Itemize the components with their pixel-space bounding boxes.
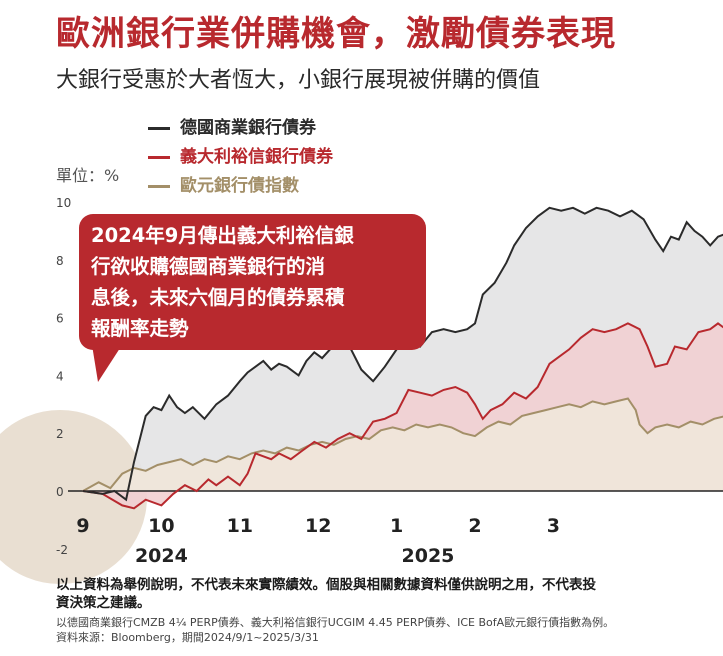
x-tick-label: 10 xyxy=(148,515,174,537)
x-tick-label: 2 xyxy=(468,515,481,537)
unit-label: 單位：% xyxy=(56,166,120,185)
callout-line: 息後，未來六個月的債券累積 xyxy=(91,286,345,309)
area-index xyxy=(83,398,723,491)
legend-swatch-index xyxy=(148,185,170,188)
x-tick-label: 3 xyxy=(547,515,560,537)
footnote-source: 資料來源：Bloomberg，期間2024/9/1~2025/3/31 xyxy=(56,631,319,644)
legend-swatch-commerzbank xyxy=(148,127,170,130)
y-tick-label: -2 xyxy=(56,543,68,557)
legend-item-unicredit: 義大利裕信銀行債券 xyxy=(148,143,333,172)
disclaimer-line: 資決策之建議。 xyxy=(56,595,151,611)
y-tick-label: 6 xyxy=(56,312,64,326)
footnote-bonds: 以德國商業銀行CMZB 4¼ PERP債券、義大利裕信銀行UCGIM 4.45 … xyxy=(56,616,615,629)
line-unicredit xyxy=(82,322,723,510)
callout-box: 2024年9月傳出義大利裕信銀 行欲收購德國商業銀行的消 息後，未來六個月的債券… xyxy=(79,214,426,350)
y-tick-label: 8 xyxy=(56,254,64,268)
y-tick-label: 10 xyxy=(56,196,71,210)
legend-swatch-unicredit xyxy=(148,156,170,159)
year-label: 2025 xyxy=(402,545,455,567)
chart-legend: 德國商業銀行債券 義大利裕信銀行債券 歐元銀行債指數 xyxy=(148,114,333,201)
x-tick-label: 1 xyxy=(390,515,403,537)
legend-item-index: 歐元銀行債指數 xyxy=(148,172,333,201)
callout-line: 報酬率走勢 xyxy=(91,317,189,340)
x-tick-label: 9 xyxy=(76,515,89,537)
legend-label-commerzbank: 德國商業銀行債券 xyxy=(180,118,316,138)
x-tick-label: 11 xyxy=(227,515,253,537)
legend-label-unicredit: 義大利裕信銀行債券 xyxy=(180,147,333,167)
y-tick-label: 2 xyxy=(56,427,64,441)
y-tick-label: 4 xyxy=(56,369,64,383)
disclaimer: 以上資料為舉例說明，不代表未來實際績效。個股與相關數據資料僅供說明之用，不代表投… xyxy=(56,576,711,612)
disclaimer-line: 以上資料為舉例說明，不代表未來實際績效。個股與相關數據資料僅供說明之用，不代表投 xyxy=(56,577,596,593)
page-title: 歐洲銀行業併購機會，激勵債券表現 xyxy=(56,14,616,54)
x-tick-label: 12 xyxy=(305,515,331,537)
callout-line: 行欲收購德國商業銀行的消 xyxy=(91,255,326,278)
page-subtitle: 大銀行受惠於大者恆大，小銀行展現被併購的價值 xyxy=(56,68,541,93)
year-label: 2024 xyxy=(135,545,188,567)
y-tick-label: 0 xyxy=(56,485,64,499)
line-index xyxy=(82,397,723,492)
background-circle xyxy=(0,410,147,584)
callout-pointer xyxy=(92,345,122,382)
legend-item-commerzbank: 德國商業銀行債券 xyxy=(148,114,333,143)
footer: 以上資料為舉例說明，不代表未來實際績效。個股與相關數據資料僅供說明之用，不代表投… xyxy=(56,576,711,645)
callout-line: 2024年9月傳出義大利裕信銀 xyxy=(91,224,354,247)
legend-label-index: 歐元銀行債指數 xyxy=(180,176,299,196)
